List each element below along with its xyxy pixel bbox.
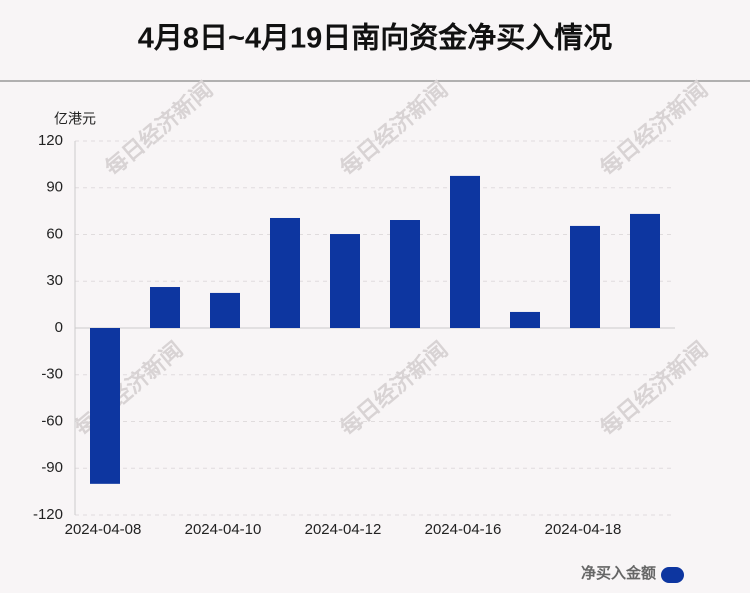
y-tick-label: -90	[41, 459, 63, 476]
y-axis-label: 亿港元	[54, 111, 96, 127]
bar	[630, 213, 660, 328]
y-tick-label: 90	[46, 179, 63, 196]
x-tick-label: 2024-04-08	[65, 521, 142, 538]
y-tick-label: -60	[41, 412, 63, 429]
bar	[270, 217, 300, 328]
x-tick-label: 2024-04-12	[305, 521, 382, 538]
x-tick-label: 2024-04-18	[545, 521, 622, 538]
y-tick-label: -120	[33, 506, 63, 523]
chart-title: 4月8日~4月19日南向资金净买入情况	[138, 21, 613, 55]
bar	[570, 225, 600, 328]
bar	[330, 234, 360, 328]
y-tick-label: 60	[46, 225, 63, 242]
x-tick-label: 2024-04-16	[425, 521, 502, 538]
bar	[390, 220, 420, 328]
legend-swatch	[661, 567, 684, 583]
x-tick-label: 2024-04-10	[185, 521, 262, 538]
y-tick-label: -30	[41, 366, 63, 383]
y-tick-label: 120	[38, 132, 63, 149]
bar	[210, 292, 240, 328]
bar	[450, 175, 480, 328]
bar	[90, 328, 120, 484]
y-tick-label: 30	[46, 272, 63, 289]
y-tick-label: 0	[55, 319, 63, 336]
legend-label: 净买入金额	[581, 564, 656, 582]
bar	[150, 287, 180, 328]
bar	[510, 311, 540, 328]
